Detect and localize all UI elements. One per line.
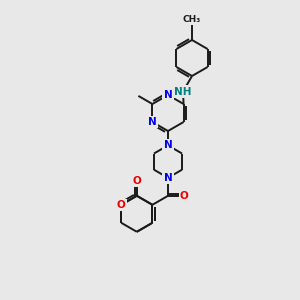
Text: N: N [164,90,172,100]
Text: O: O [180,191,189,201]
Text: N: N [148,117,157,127]
Text: CH₃: CH₃ [183,15,201,24]
Text: NH: NH [174,87,192,97]
Text: O: O [117,200,126,210]
Text: O: O [132,176,141,185]
Text: N: N [164,173,172,183]
Text: N: N [164,140,172,150]
